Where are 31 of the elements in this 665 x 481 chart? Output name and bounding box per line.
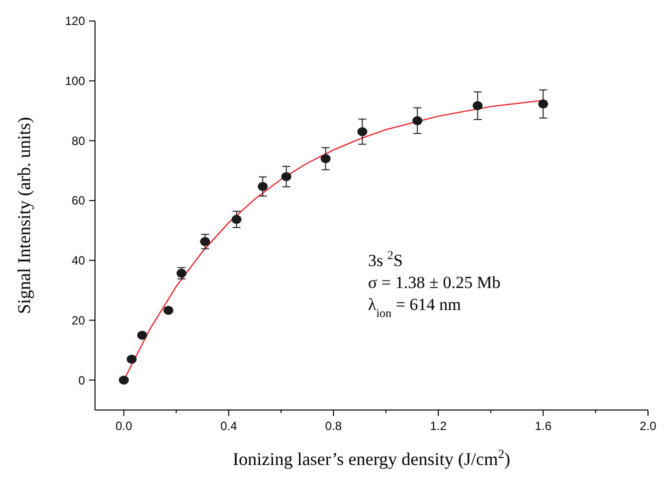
point [118, 376, 129, 385]
point [137, 330, 148, 340]
point [472, 101, 483, 110]
point [281, 172, 292, 182]
x-tick-label: 2.0 [640, 419, 657, 433]
y-tick-label: 0 [78, 373, 86, 388]
x-tick-label: 0.8 [325, 419, 342, 433]
y-tick-label: 40 [72, 254, 86, 268]
annotation: σ = 1.38 ± 0.25 Mb [368, 273, 500, 292]
point [258, 182, 268, 191]
annotation: 3s $^{2}$S [368, 248, 403, 270]
y-tick-label: 100 [64, 74, 86, 88]
point [126, 354, 137, 364]
x-tick-label: 1.6 [534, 419, 552, 433]
x-tick-label: 0.4 [220, 419, 238, 433]
point [320, 154, 331, 164]
y-tick-label: 80 [72, 134, 86, 148]
point [538, 99, 548, 108]
point [412, 116, 422, 126]
y-tick-label: 20 [72, 313, 86, 328]
y-tick-label: 120 [64, 14, 86, 28]
x-axis-title: Ionizing laser’s energy density (J/cm$^{2}$) [232, 447, 510, 469]
point [163, 306, 174, 315]
x-tick-label: 0.0 [115, 419, 132, 433]
point [357, 127, 368, 136]
y-tick-label: 60 [72, 194, 86, 208]
annotation: λ$_{ion}$ = 614 nm [368, 295, 462, 320]
point [232, 214, 242, 224]
point [200, 237, 210, 246]
x-tick-label: 1.2 [430, 419, 447, 433]
y-axis-title: Signal Intensity (arb. units) [14, 117, 34, 314]
